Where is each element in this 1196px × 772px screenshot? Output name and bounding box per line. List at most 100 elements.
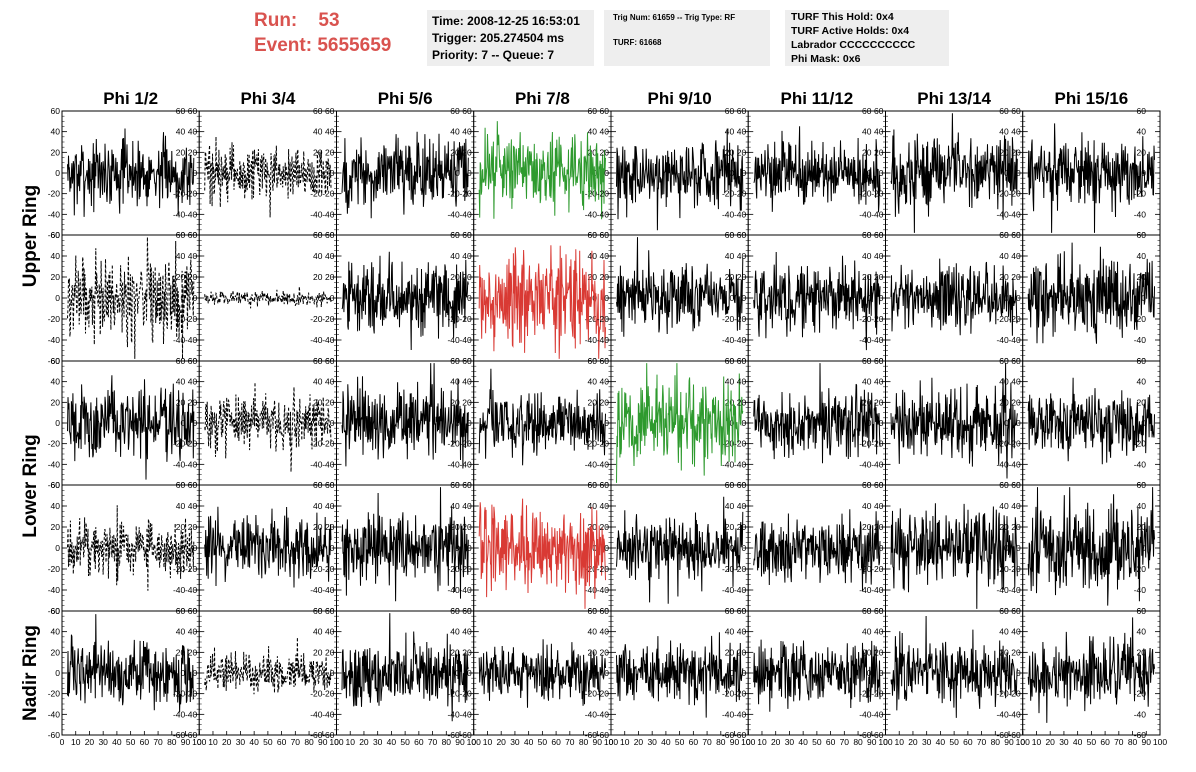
y-tick-label-right: -20: [447, 689, 460, 699]
y-tick-label-left: -60: [48, 356, 61, 366]
y-tick-label-left: -60: [48, 480, 61, 490]
y-tick-label-right: -40: [447, 335, 460, 345]
x-tick-label: 10: [345, 737, 355, 747]
y-tick-label-right: -40: [447, 209, 460, 219]
y-tick-label-right: 40: [862, 377, 872, 387]
waveform-trace: [67, 614, 195, 713]
y-tick-label-left: 60: [600, 356, 610, 366]
y-tick-label-left: 40: [51, 127, 61, 137]
waveform-trace: [478, 121, 606, 220]
waveform-trace: [341, 613, 469, 722]
waveform-trace: [67, 237, 195, 359]
y-tick-label-right: -40: [447, 709, 460, 719]
y-tick-label-right: 0: [318, 668, 323, 678]
y-tick-label-left: 0: [879, 293, 884, 303]
y-tick-label-right: 40: [862, 627, 872, 637]
x-tick-label: 10: [483, 737, 493, 747]
y-tick-label-left: 60: [51, 106, 61, 116]
y-tick-label-left: 40: [325, 251, 335, 261]
x-tick-label: 80: [442, 737, 452, 747]
x-tick-label: 40: [798, 737, 808, 747]
labrador-line: Labrador CCCCCCCCCC: [791, 39, 916, 51]
y-tick-label-left: -20: [322, 564, 335, 574]
y-tick-label-left: 0: [879, 668, 884, 678]
x-tick-label: 0: [746, 737, 751, 747]
y-tick-label-left: -40: [322, 335, 335, 345]
y-tick-label-right: -40: [173, 709, 186, 719]
y-tick-label-right: 60: [999, 606, 1009, 616]
y-tick-label-left: -40: [1008, 459, 1021, 469]
ring-label-upper-ring: Upper Ring: [20, 185, 41, 287]
y-tick-label-right: 60: [725, 230, 735, 240]
y-tick-label-right: -40: [859, 335, 872, 345]
y-tick-label-right: -40: [173, 335, 186, 345]
y-tick-label-left: -60: [871, 730, 884, 740]
y-tick-label-left: -60: [322, 730, 335, 740]
y-tick-label-left: -60: [48, 730, 61, 740]
waveform-trace: [478, 245, 606, 359]
x-tick-label: 10: [208, 737, 218, 747]
y-tick-label-left: 60: [325, 106, 335, 116]
y-tick-label-left: -40: [48, 709, 61, 719]
x-tick-label: 80: [579, 737, 589, 747]
column-header-phi-4: Phi 7/8: [515, 89, 570, 108]
y-tick-label-right: 40: [725, 627, 735, 637]
y-tick-label-left: 60: [600, 106, 610, 116]
y-tick-label-left: 0: [742, 668, 747, 678]
x-tick-label: 50: [1087, 737, 1097, 747]
x-tick-label: 100: [467, 737, 481, 747]
y-tick-label-left: 60: [737, 230, 747, 240]
y-tick-label-right: 60: [450, 480, 460, 490]
y-tick-label-left: 40: [874, 377, 884, 387]
y-tick-label-left: 60: [188, 356, 198, 366]
y-tick-label-right: 20: [313, 522, 323, 532]
x-tick-label: 10: [71, 737, 81, 747]
run-event-block: Run: 53 Event: 5655659: [254, 8, 419, 64]
y-tick-label-right: 60: [450, 356, 460, 366]
y-tick-label-right: -60: [173, 730, 186, 740]
y-tick-label-left: 60: [462, 356, 472, 366]
y-tick-label-left: -40: [1008, 585, 1021, 595]
column-header-phi-3: Phi 5/6: [378, 89, 433, 108]
y-tick-label-left: -20: [48, 689, 61, 699]
y-tick-label-right: 40: [313, 501, 323, 511]
y-tick-label-left: 20: [51, 272, 61, 282]
y-tick-label-left: 0: [467, 293, 472, 303]
y-tick-label-right: 40: [176, 251, 186, 261]
y-tick-label-left: 40: [462, 251, 472, 261]
ring-label-nadir-ring: Nadir Ring: [20, 625, 41, 721]
y-tick-label-left: -40: [48, 585, 61, 595]
y-tick-label-left: -60: [1008, 730, 1021, 740]
x-tick-label: 90: [730, 737, 740, 747]
y-tick-label-left: 60: [325, 606, 335, 616]
y-tick-label-left: -20: [871, 439, 884, 449]
x-tick-label: 70: [702, 737, 712, 747]
y-tick-label-left: 40: [51, 501, 61, 511]
waveform-trace: [890, 363, 1018, 479]
y-tick-label-right: -40: [996, 459, 1009, 469]
y-tick-label-right: 40: [999, 251, 1009, 261]
y-tick-label-right: 60: [313, 106, 323, 116]
y-tick-label-left: 60: [462, 480, 472, 490]
x-tick-label: 60: [963, 737, 973, 747]
y-tick-label-left: 60: [51, 230, 61, 240]
waveform-trace: [67, 128, 195, 217]
y-tick-label-left: 0: [742, 543, 747, 553]
x-tick-label: 40: [936, 737, 946, 747]
x-tick-label: 100: [192, 737, 206, 747]
x-tick-label: 0: [471, 737, 476, 747]
trigger-info-box: Trig Num: 61659 -- Trig Type: RF TURF: 6…: [604, 10, 770, 66]
y-tick-label-right: -20: [173, 564, 186, 574]
y-tick-label-left: -20: [459, 564, 472, 574]
x-tick-label: 10: [894, 737, 904, 747]
y-tick-label-left: 60: [737, 356, 747, 366]
y-tick-label-left: -20: [185, 439, 198, 449]
